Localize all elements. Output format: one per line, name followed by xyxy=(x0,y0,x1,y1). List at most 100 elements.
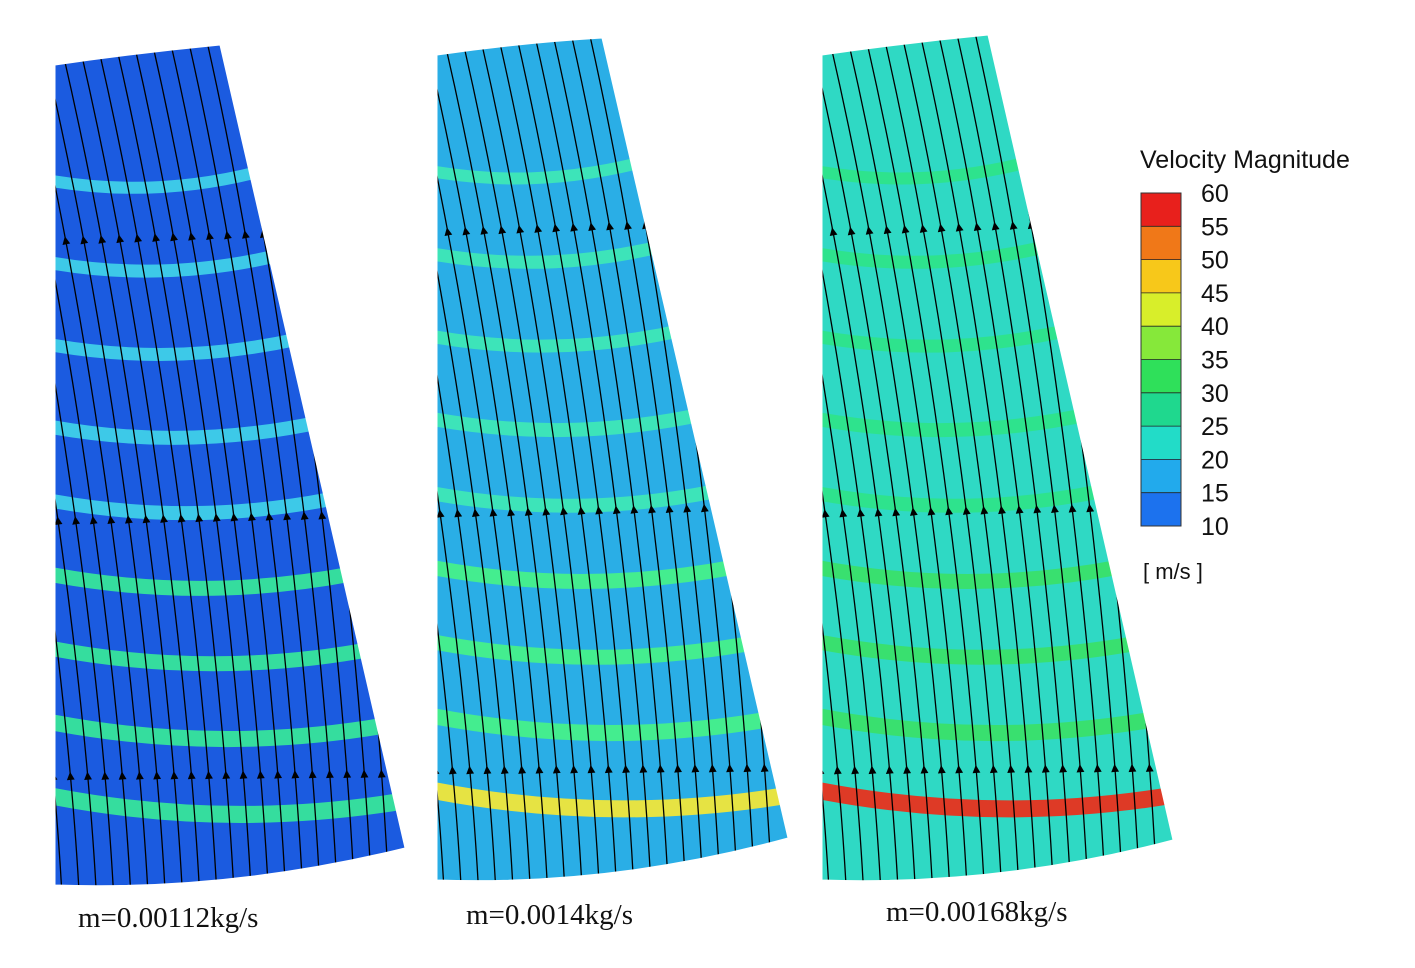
streamline-arrow xyxy=(55,516,63,526)
velocity-band xyxy=(55,247,286,278)
streamline-arrow xyxy=(736,503,744,512)
streamline-arrow xyxy=(224,230,232,240)
streamline-arrow xyxy=(89,515,98,525)
streamline-arrow xyxy=(660,219,668,229)
streamline xyxy=(55,51,133,886)
streamline-arrow xyxy=(577,506,586,515)
legend-swatch xyxy=(1141,392,1181,427)
legend-swatch xyxy=(1141,359,1181,394)
legend-tick-label: 20 xyxy=(1201,446,1229,474)
streamline-arrow xyxy=(1068,504,1077,513)
legend-swatch xyxy=(1141,193,1181,227)
streamline xyxy=(822,42,883,881)
streamline xyxy=(822,41,900,881)
streamline-arrow xyxy=(794,229,802,238)
streamline-arrow xyxy=(624,221,632,230)
streamline-arrow xyxy=(874,508,883,517)
streamline-arrow xyxy=(955,765,964,774)
streamline-arrow xyxy=(604,764,613,774)
streamline-arrow xyxy=(206,231,214,240)
blade-outline xyxy=(436,37,789,882)
legend-colorbar xyxy=(1140,192,1182,527)
streamline-arrow xyxy=(500,765,509,774)
streamline-arrow xyxy=(326,769,334,779)
streamline-arrow xyxy=(726,763,734,773)
streamline-arrow xyxy=(606,221,614,231)
streamline-arrow xyxy=(1059,764,1068,773)
streamline-arrow xyxy=(116,234,125,244)
streamline-arrow xyxy=(62,236,71,245)
streamline-arrow xyxy=(998,505,1006,515)
legend-tick-label: 40 xyxy=(1201,313,1229,341)
legend-tick-label: 60 xyxy=(1201,180,1229,208)
streamline-arrow xyxy=(1121,503,1130,512)
streamline-arrow xyxy=(570,765,579,774)
velocity-band xyxy=(55,331,305,361)
streamline-arrow xyxy=(868,765,877,775)
streamline-arrow xyxy=(639,764,648,773)
legend-swatch xyxy=(1141,292,1181,327)
blade-outline xyxy=(821,34,1174,882)
streamline-arrow xyxy=(230,512,239,522)
streamline xyxy=(956,35,1073,881)
streamline xyxy=(919,35,1038,881)
streamline-arrow xyxy=(892,507,901,517)
streamline xyxy=(828,39,952,881)
velocity-legend: Velocity Magnitude 60 55 50 45 40 35 30 25 20 15 1… xyxy=(1140,146,1350,584)
streamline-arrow xyxy=(708,763,717,773)
streamline-arrow xyxy=(587,764,596,774)
streamline-arrow xyxy=(542,507,551,516)
streamline-arrow xyxy=(665,504,674,513)
streamline-arrow xyxy=(295,228,304,237)
streamline-arrow xyxy=(829,227,838,237)
streamline xyxy=(516,38,636,881)
velocity-band xyxy=(55,639,373,672)
streamline-arrow xyxy=(195,513,204,523)
streamline-arrow xyxy=(955,223,964,232)
streamline-arrow xyxy=(1033,504,1042,514)
legend-swatch xyxy=(1141,226,1181,261)
streamline-arrow xyxy=(1051,504,1059,513)
velocity-band xyxy=(822,483,1108,513)
streamline-arrow xyxy=(612,505,621,515)
streamline-arrow xyxy=(973,222,982,232)
streamline-arrow xyxy=(560,506,568,516)
velocity-bands xyxy=(822,154,1173,818)
streamline-arrow xyxy=(256,770,265,779)
streamline-arrow xyxy=(972,764,981,774)
streamline-arrow xyxy=(903,765,912,774)
streamline xyxy=(437,40,550,881)
streamline xyxy=(901,36,1021,881)
streamline xyxy=(55,50,150,886)
streamline xyxy=(552,38,671,881)
streamline-arrow xyxy=(622,764,631,774)
streamline-arrow xyxy=(66,771,75,781)
streamline-arrow xyxy=(678,219,686,228)
streamline xyxy=(437,43,481,881)
streamline-arrow xyxy=(454,508,463,518)
streamline-arrow xyxy=(1076,764,1085,773)
legend-tick-label: 55 xyxy=(1201,213,1229,241)
velocity-band xyxy=(437,633,756,665)
streamline-arrow xyxy=(72,516,81,525)
streamline-arrow xyxy=(277,228,286,238)
legend-unit: [ m/s ] xyxy=(1143,559,1203,584)
streamline xyxy=(437,44,446,881)
streamline-arrow xyxy=(822,509,830,518)
streamline-arrow xyxy=(187,770,196,780)
legend-border xyxy=(1140,192,1182,527)
velocity-band xyxy=(822,707,1158,742)
streamline xyxy=(134,46,253,886)
velocity-band xyxy=(822,323,1073,353)
streamline-arrow xyxy=(883,225,892,235)
panel-caption-1: m=0.00112kg/s xyxy=(78,902,258,934)
streamline-arrow xyxy=(847,226,856,236)
streamline xyxy=(461,38,584,881)
streamline-arrow xyxy=(648,504,656,514)
streamline-arrow xyxy=(308,769,317,779)
streamline-arrow xyxy=(700,503,709,513)
legend-tick-label: 25 xyxy=(1201,413,1229,441)
streamline-arrow xyxy=(851,765,860,775)
streamline-arrow xyxy=(37,517,45,526)
